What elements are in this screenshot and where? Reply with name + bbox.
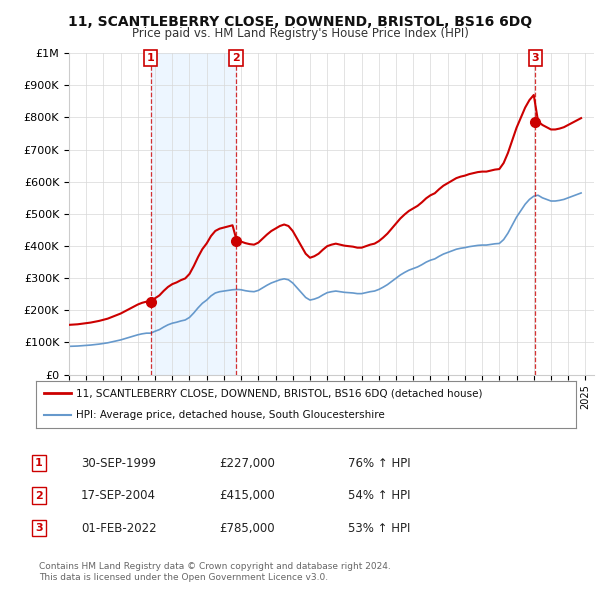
Text: 1: 1 (35, 458, 43, 468)
Text: £415,000: £415,000 (219, 489, 275, 502)
Text: 54% ↑ HPI: 54% ↑ HPI (348, 489, 410, 502)
Text: 17-SEP-2004: 17-SEP-2004 (81, 489, 156, 502)
Text: 11, SCANTLEBERRY CLOSE, DOWNEND, BRISTOL, BS16 6DQ (detached house): 11, SCANTLEBERRY CLOSE, DOWNEND, BRISTOL… (77, 388, 483, 398)
Text: 01-FEB-2022: 01-FEB-2022 (81, 522, 157, 535)
Text: This data is licensed under the Open Government Licence v3.0.: This data is licensed under the Open Gov… (39, 573, 328, 582)
Text: Price paid vs. HM Land Registry's House Price Index (HPI): Price paid vs. HM Land Registry's House … (131, 27, 469, 40)
Text: 3: 3 (35, 523, 43, 533)
Text: HPI: Average price, detached house, South Gloucestershire: HPI: Average price, detached house, Sout… (77, 410, 385, 420)
Text: 53% ↑ HPI: 53% ↑ HPI (348, 522, 410, 535)
Bar (151, 53, 236, 375)
Text: Contains HM Land Registry data © Crown copyright and database right 2024.: Contains HM Land Registry data © Crown c… (39, 562, 391, 571)
Text: 2: 2 (232, 53, 240, 63)
Text: 2: 2 (35, 491, 43, 500)
Text: 76% ↑ HPI: 76% ↑ HPI (348, 457, 410, 470)
Text: £227,000: £227,000 (219, 457, 275, 470)
Text: 30-SEP-1999: 30-SEP-1999 (81, 457, 156, 470)
Text: 1: 1 (147, 53, 155, 63)
Text: 3: 3 (532, 53, 539, 63)
Text: 11, SCANTLEBERRY CLOSE, DOWNEND, BRISTOL, BS16 6DQ: 11, SCANTLEBERRY CLOSE, DOWNEND, BRISTOL… (68, 15, 532, 29)
Text: £785,000: £785,000 (219, 522, 275, 535)
